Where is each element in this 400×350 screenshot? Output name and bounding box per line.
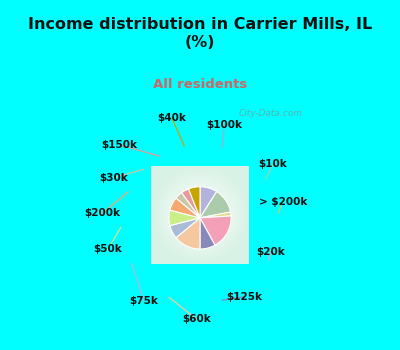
Wedge shape bbox=[182, 189, 200, 218]
Text: All residents: All residents bbox=[153, 78, 247, 91]
Text: City-Data.com: City-Data.com bbox=[238, 109, 302, 118]
Text: $50k: $50k bbox=[93, 245, 122, 254]
Text: Income distribution in Carrier Mills, IL
(%): Income distribution in Carrier Mills, IL… bbox=[28, 17, 372, 50]
Text: $150k: $150k bbox=[102, 140, 138, 150]
Text: $40k: $40k bbox=[158, 113, 186, 123]
Text: $30k: $30k bbox=[99, 173, 128, 183]
Wedge shape bbox=[200, 191, 230, 218]
Wedge shape bbox=[170, 198, 200, 218]
Wedge shape bbox=[200, 216, 231, 245]
Wedge shape bbox=[200, 212, 231, 218]
Wedge shape bbox=[188, 187, 200, 218]
Wedge shape bbox=[200, 218, 215, 249]
Text: $20k: $20k bbox=[256, 247, 285, 257]
Text: $10k: $10k bbox=[259, 159, 287, 169]
Text: $60k: $60k bbox=[182, 314, 211, 324]
Wedge shape bbox=[176, 193, 200, 218]
Text: $200k: $200k bbox=[85, 208, 121, 218]
Wedge shape bbox=[169, 210, 200, 226]
Wedge shape bbox=[176, 218, 200, 249]
Wedge shape bbox=[170, 218, 200, 238]
Text: $75k: $75k bbox=[130, 296, 158, 306]
Text: $100k: $100k bbox=[206, 120, 242, 131]
Wedge shape bbox=[200, 187, 217, 218]
Text: $125k: $125k bbox=[226, 292, 262, 302]
Text: > $200k: > $200k bbox=[258, 197, 307, 207]
